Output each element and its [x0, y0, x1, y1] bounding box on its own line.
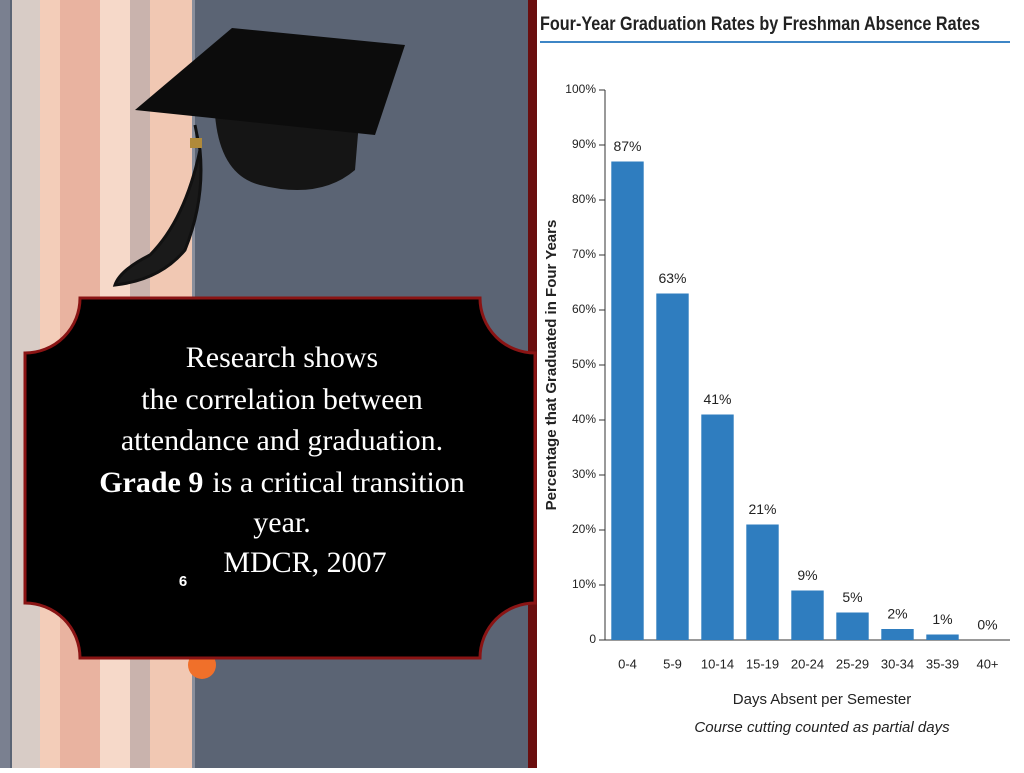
- y-tick-label: 90%: [572, 137, 596, 151]
- y-tick-label: 60%: [572, 302, 596, 316]
- bar: [791, 590, 824, 640]
- text-line: year.: [253, 506, 310, 539]
- y-tick-label: 20%: [572, 522, 596, 536]
- x-tick-label: 15-19: [746, 656, 779, 671]
- citation: MDCR, 2007: [223, 546, 386, 579]
- x-tick-label: 10-14: [701, 656, 734, 671]
- value-label: 1%: [932, 611, 952, 627]
- x-tick-label: 35-39: [926, 656, 959, 671]
- note: Course cutting counted as partial days: [694, 719, 950, 736]
- value-label: 5%: [842, 589, 862, 605]
- value-label: 87%: [613, 138, 641, 154]
- emphasis: Grade 9: [99, 466, 203, 499]
- value-label: 9%: [797, 567, 817, 583]
- bar: [656, 293, 689, 640]
- value-label: 2%: [887, 606, 907, 622]
- x-tick-label: 25-29: [836, 656, 869, 671]
- chart-panel: [537, 0, 1024, 768]
- y-tick-label: 30%: [572, 467, 596, 481]
- x-tick-label: 0-4: [618, 656, 637, 671]
- bar: [926, 634, 959, 640]
- bar: [611, 161, 644, 640]
- bar: [701, 414, 734, 640]
- value-label: 21%: [748, 501, 776, 517]
- plot: 0 10% 20% 30% 40% 50% 60% 70% 80% 90% 100% 0-4 87% 5-…: [565, 82, 1010, 671]
- slide-number: 6: [179, 573, 187, 590]
- value-label: 63%: [658, 270, 686, 286]
- y-axis-label: Percentage that Graduated in Four Years: [543, 220, 560, 511]
- text-line: attendance and graduation.: [121, 424, 443, 457]
- y-tick-label: 0: [589, 632, 596, 646]
- text-line: Research shows: [186, 341, 378, 374]
- y-tick-label: 100%: [565, 82, 596, 96]
- x-tick-label: 5-9: [663, 656, 682, 671]
- x-tick-label: 40+: [976, 656, 998, 671]
- y-tick-label: 10%: [572, 577, 596, 591]
- value-label: 41%: [703, 391, 731, 407]
- text-box: [23, 296, 537, 660]
- bar: [836, 612, 869, 640]
- chart-title: Four-Year Graduation Rates by Freshman A…: [540, 14, 980, 35]
- y-tick-label: 40%: [572, 412, 596, 426]
- bar: [881, 629, 914, 640]
- text-span: is a critical transition: [212, 466, 464, 499]
- value-label: 0%: [977, 617, 997, 633]
- y-tick-label: 50%: [572, 357, 596, 371]
- x-tick-label: 20-24: [791, 656, 824, 671]
- x-tick-label: 30-34: [881, 656, 914, 671]
- bar: [746, 524, 779, 640]
- text-line: the correlation between: [141, 383, 423, 416]
- stripe: [0, 0, 10, 768]
- y-tick-label: 80%: [572, 192, 596, 206]
- text-line: Grade 9 is a critical transition: [99, 466, 465, 499]
- y-tick-label: 70%: [572, 247, 596, 261]
- graduation-cap: [112, 28, 405, 287]
- x-axis-label: Days Absent per Semester: [733, 691, 911, 708]
